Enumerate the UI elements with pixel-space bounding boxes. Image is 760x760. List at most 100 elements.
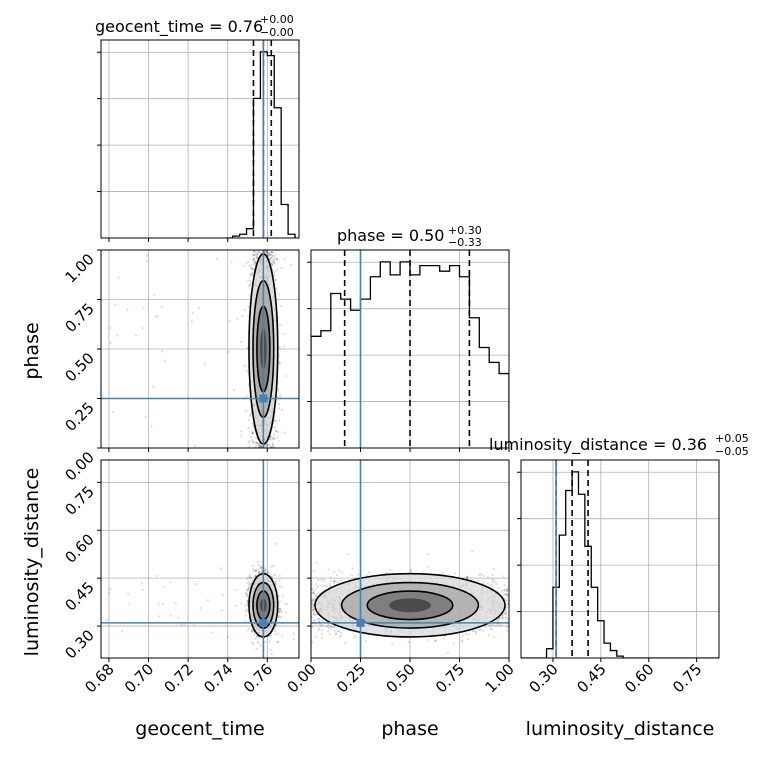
sample-point <box>249 576 253 579</box>
tick-label-x: 0.74 <box>200 660 236 696</box>
sample-point <box>503 593 506 596</box>
sample-point <box>487 624 490 627</box>
sample-point <box>503 588 506 591</box>
title-phase-plus: +0.30 <box>448 224 482 237</box>
sample-point <box>252 425 255 428</box>
sample-point <box>252 250 256 253</box>
sample-point <box>251 422 254 425</box>
sample-point <box>257 444 261 447</box>
tick-label-y: 0.25 <box>61 399 97 435</box>
sample-point <box>250 412 253 415</box>
sample-point <box>274 278 277 282</box>
sample-point <box>281 595 284 598</box>
sample-point <box>260 569 263 573</box>
sample-point <box>267 252 270 255</box>
sample-point <box>256 251 259 254</box>
sample-point <box>312 591 315 595</box>
sample-point <box>270 251 273 254</box>
sample-point <box>337 630 340 633</box>
sample-point <box>313 593 316 596</box>
sample-point <box>142 307 145 310</box>
sample-point <box>255 568 258 572</box>
sample-point <box>267 444 270 447</box>
sample-point <box>280 267 283 270</box>
sample-point <box>467 633 470 636</box>
sample-point <box>466 576 469 579</box>
sample-point <box>334 632 338 635</box>
sample-point <box>278 611 281 614</box>
sample-point <box>321 585 324 588</box>
sample-point <box>228 320 231 323</box>
sample-point <box>327 627 331 630</box>
sample-point <box>269 257 272 261</box>
sample-point <box>504 610 508 613</box>
sample-point <box>491 623 495 626</box>
sample-point <box>215 257 219 260</box>
sample-point <box>285 603 288 606</box>
sample-point <box>501 616 505 619</box>
sample-point <box>334 580 337 583</box>
sample-point <box>248 285 251 288</box>
sample-point <box>243 365 246 368</box>
sample-point <box>279 394 282 397</box>
sample-point <box>249 435 253 439</box>
sample-point <box>333 570 336 574</box>
sample-point <box>248 576 251 579</box>
scatter-phase-vs-luminosity-distance: 0.00 0.25 0.50 0.75 1.00 <box>283 459 518 696</box>
sample-point <box>505 590 508 593</box>
sample-point <box>427 565 430 568</box>
sample-point <box>264 569 267 572</box>
sample-point <box>271 445 274 448</box>
sample-point <box>203 363 206 366</box>
sample-point <box>251 629 254 632</box>
sample-point <box>128 603 131 606</box>
sample-point <box>254 253 258 256</box>
sample-point <box>277 632 280 635</box>
sample-point <box>274 579 277 583</box>
sample-point <box>275 429 278 432</box>
sample-point <box>156 314 159 318</box>
sample-point <box>277 293 280 296</box>
tick-label-x: 0.00 <box>283 660 319 696</box>
sample-point <box>277 388 280 391</box>
sample-point <box>199 607 202 610</box>
panel-frame <box>100 249 300 449</box>
sample-point <box>471 630 475 633</box>
sample-point <box>278 607 282 610</box>
sample-point <box>385 571 388 575</box>
sample-point <box>315 618 318 621</box>
sample-point <box>270 256 273 260</box>
sample-point <box>258 444 261 447</box>
sample-point <box>282 333 285 336</box>
sample-point <box>268 251 271 255</box>
sample-point <box>312 608 315 611</box>
sample-point <box>322 579 326 582</box>
sample-point <box>283 345 286 348</box>
sample-point <box>311 591 314 594</box>
sample-point <box>477 579 480 582</box>
sample-point <box>278 407 281 410</box>
sample-point <box>247 418 251 421</box>
sample-point <box>252 257 256 260</box>
sample-point <box>276 268 279 271</box>
sample-point <box>256 635 259 638</box>
sample-point <box>190 320 193 323</box>
sample-point <box>474 630 478 633</box>
sample-point <box>271 445 274 448</box>
sample-point <box>257 642 260 645</box>
sample-point <box>210 631 213 634</box>
sample-point <box>254 569 257 572</box>
sample-point <box>315 595 318 598</box>
sample-point <box>491 581 494 584</box>
sample-point <box>273 278 277 281</box>
sample-point <box>142 588 145 592</box>
sample-point <box>500 623 503 627</box>
panel-bg <box>101 40 299 238</box>
sample-point <box>329 576 332 579</box>
sample-point <box>320 578 323 581</box>
sample-point <box>105 618 108 621</box>
sample-point <box>312 613 316 616</box>
sample-point <box>255 444 258 447</box>
sample-point <box>251 431 254 435</box>
sample-point <box>506 618 509 621</box>
